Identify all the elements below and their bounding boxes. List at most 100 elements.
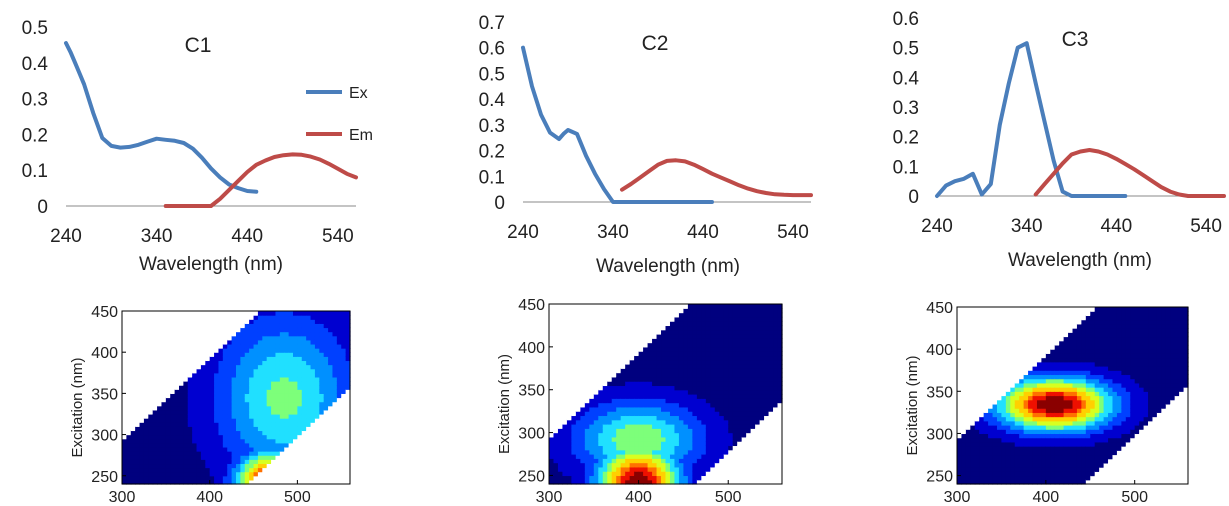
contour-cell	[249, 426, 255, 432]
contour-cell	[584, 441, 590, 447]
contour-cell	[992, 387, 998, 392]
contour-cell	[314, 339, 320, 345]
contour-cell	[669, 394, 676, 399]
contour-cell	[634, 346, 640, 352]
contour-cell	[647, 471, 653, 477]
contour-cell	[580, 385, 586, 391]
contour-cell	[755, 475, 761, 481]
contour-cell	[310, 327, 316, 333]
contour-cell	[768, 419, 774, 425]
contour-cell	[214, 455, 220, 460]
contour-cell	[652, 359, 658, 365]
contour-cell	[293, 381, 298, 386]
contour-cell	[240, 335, 246, 341]
contour-cell	[341, 446, 347, 452]
contour-cell	[643, 351, 649, 357]
contour-cell	[192, 467, 198, 473]
contour-cell	[674, 321, 680, 327]
contour-cell	[746, 351, 752, 357]
contour-cell	[192, 393, 198, 399]
contour-cell	[652, 351, 658, 357]
contour-cell	[983, 344, 989, 350]
contour-cell	[161, 451, 167, 456]
contour-cell	[139, 442, 145, 448]
contour-cell	[314, 479, 320, 485]
contour-cell	[575, 436, 581, 442]
contour-cell	[589, 376, 595, 382]
contour-cell	[341, 331, 347, 337]
contour-cell	[970, 454, 976, 460]
contour-cell	[602, 445, 608, 451]
contour-cell	[974, 387, 980, 392]
contour-cell	[275, 360, 281, 366]
contour-cell	[687, 342, 693, 348]
contour-cell	[611, 342, 617, 348]
contour-cell	[271, 389, 277, 394]
contour-cell	[209, 352, 215, 357]
contour-cell	[607, 338, 613, 344]
contour-cell	[306, 323, 312, 329]
contour-cell	[257, 418, 263, 423]
contour-cell	[575, 466, 581, 472]
contour-cell	[580, 449, 586, 455]
contour-cell	[629, 342, 635, 348]
contour-cell	[701, 342, 707, 348]
contour-cell	[214, 372, 220, 378]
contour-cell	[701, 462, 707, 468]
contour-cell	[602, 479, 608, 485]
contour-cell	[661, 479, 667, 485]
contour-cell	[629, 458, 635, 464]
contour-cell	[692, 329, 698, 335]
contour-cell	[148, 393, 154, 399]
contour-cell	[589, 471, 595, 477]
contour-cell	[634, 389, 640, 395]
contour-cell	[562, 321, 568, 327]
contour-cell	[773, 466, 779, 472]
contour-cell	[314, 360, 320, 366]
contour-cell	[696, 329, 702, 335]
contour-cell	[196, 311, 202, 316]
contour-cell	[584, 479, 590, 485]
contour-cell	[152, 434, 158, 440]
contour-cell	[961, 467, 967, 472]
contour-cell	[755, 304, 761, 309]
contour-cell	[575, 458, 581, 464]
contour-cell	[957, 462, 963, 468]
contour-cell	[253, 463, 259, 469]
contour-cell	[750, 338, 756, 344]
contour-cell	[692, 321, 698, 327]
contour-cell	[200, 319, 206, 324]
contour-cell	[1005, 395, 1011, 401]
contour-cell	[279, 459, 285, 465]
contour-cell	[143, 315, 149, 320]
contour-cell	[218, 422, 224, 427]
contour-cell	[665, 415, 671, 421]
contour-cell	[200, 434, 206, 440]
contour-cell	[227, 311, 233, 316]
contour-cell	[148, 409, 154, 415]
contour-cell	[638, 462, 644, 468]
contour-cell	[152, 405, 158, 411]
contour-cell	[288, 451, 294, 456]
contour-cell	[777, 381, 783, 387]
contour-cell	[165, 376, 171, 382]
contour-cell	[692, 419, 698, 425]
contour-cell	[170, 319, 176, 324]
contour-cell	[170, 471, 176, 477]
contour-cell	[174, 430, 180, 436]
contour-cell	[130, 315, 136, 320]
contour-cell	[126, 356, 132, 362]
contour-cell	[139, 467, 145, 473]
contour-cell	[965, 433, 971, 439]
contour-cell	[314, 319, 320, 324]
contour-cell	[1005, 408, 1011, 413]
contour-cell	[341, 339, 347, 345]
contour-cell	[306, 438, 312, 444]
contour-cell	[638, 479, 644, 485]
contour-cell	[253, 451, 259, 456]
contour-cell	[240, 418, 246, 423]
contour-cell	[737, 424, 743, 429]
contour-cell	[161, 409, 167, 415]
contour-cell	[314, 442, 320, 448]
contour-cell	[616, 454, 622, 459]
